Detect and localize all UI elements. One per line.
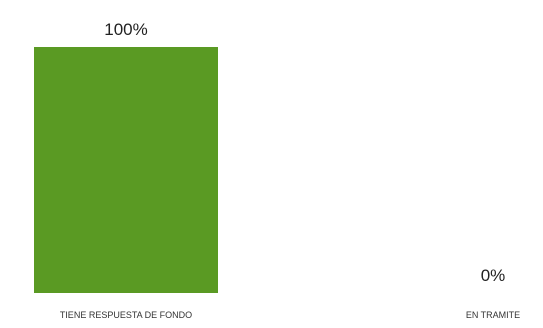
bars-group xyxy=(34,47,218,293)
category-label-0: TIENE RESPUESTA DE FONDO xyxy=(60,310,192,320)
category-labels-group: TIENE RESPUESTA DE FONDO EN TRAMITE xyxy=(60,310,520,320)
data-labels-group: 100% 0% xyxy=(104,20,505,285)
data-label-0: 100% xyxy=(104,20,147,39)
data-label-1: 0% xyxy=(481,266,506,285)
category-label-1: EN TRAMITE xyxy=(466,310,520,320)
bar-0 xyxy=(34,47,218,293)
